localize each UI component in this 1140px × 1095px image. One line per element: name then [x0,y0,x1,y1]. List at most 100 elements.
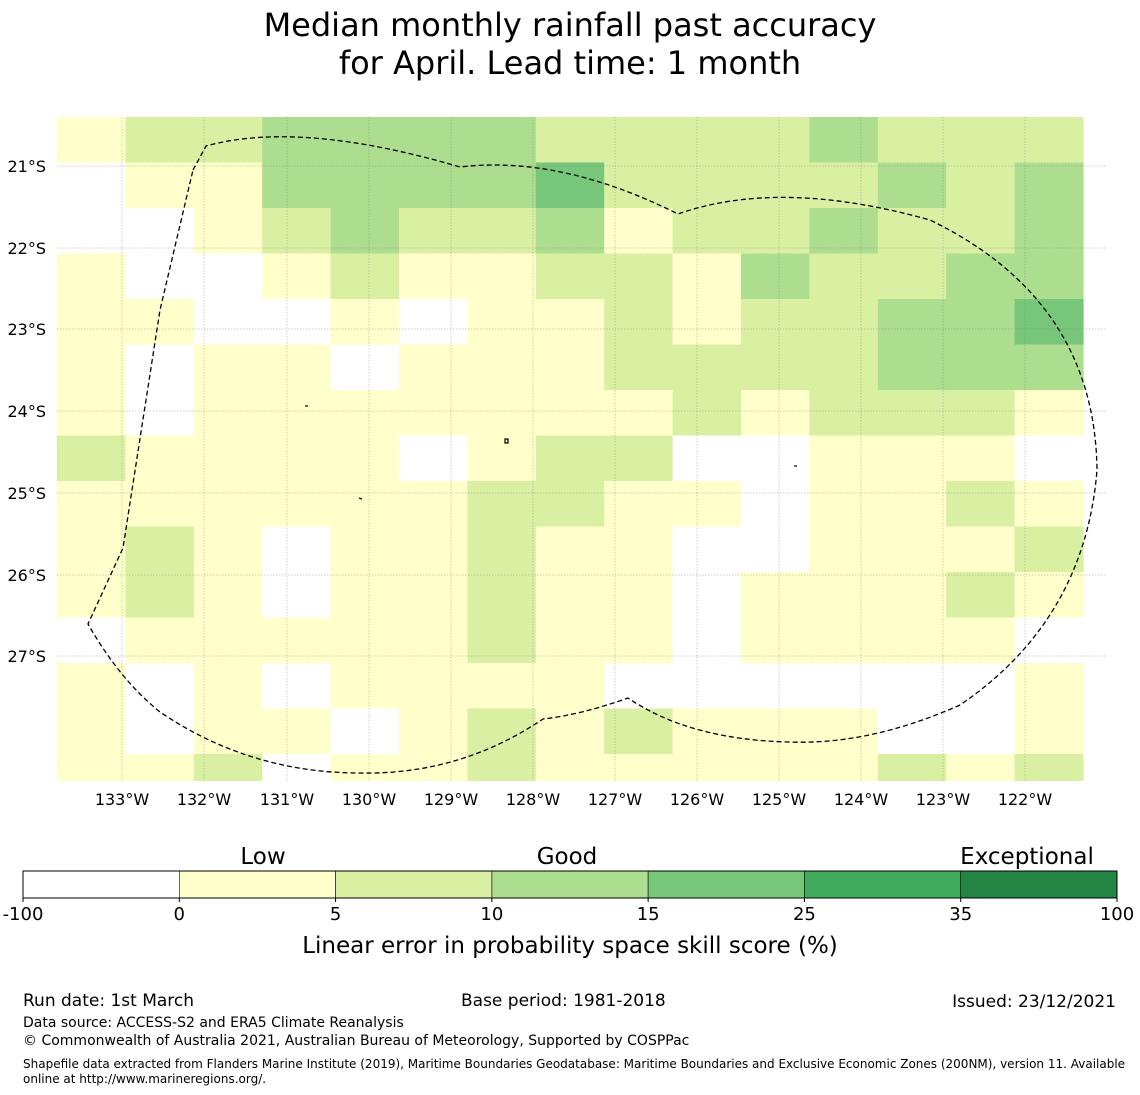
run-date: Run date: 1st March [23,991,195,1011]
grid-cell [193,344,263,391]
grid-cell [193,253,263,300]
colorbar-tick-label: 100 [1100,904,1134,925]
grid-cell [809,162,879,209]
colorbar-segment [804,870,962,899]
colorbar-segment [179,870,336,899]
grid-cell [741,435,810,482]
grid-cell [193,708,263,755]
longitude-label: 126°W [670,790,725,809]
grid-cell [57,708,126,755]
grid-cell [57,117,126,164]
grid-cell [604,208,674,255]
grid-cell [946,390,1016,437]
grid-cell [741,390,810,437]
grid-cell [57,481,126,528]
grid-cell [535,481,605,528]
title-line-2: for April. Lead time: 1 month [338,44,802,82]
grid-cell [535,435,605,482]
grid-cell [399,617,468,664]
grid-cell [193,526,263,573]
grid-cell [330,299,400,346]
grid-cell [262,663,332,710]
grid-cell [877,299,947,346]
grid-cell [946,344,1016,391]
grid-cell [672,117,742,164]
grid-cell [330,253,400,300]
island-marks [305,405,797,500]
grid-cell [946,708,1016,755]
grid-cell [467,754,537,781]
grid-cell [1014,208,1084,255]
grid-cell [535,617,605,664]
grid-cell [330,344,400,391]
longitude-label: 127°W [588,790,643,809]
grid-cell [125,481,195,528]
base-period: Base period: 1981-2018 [461,991,666,1011]
grid-cell [399,754,468,781]
grid-cell [57,299,126,346]
grid-cell [809,117,879,164]
grid-cell [741,253,810,300]
grid-cell [57,572,126,619]
grid-cell [262,526,332,573]
grid-cell [193,208,263,255]
longitude-label: 128°W [506,790,561,809]
grid-cell [330,526,400,573]
grid-cell [262,708,332,755]
grid-cell [125,208,195,255]
grid-cell [125,663,195,710]
grid-cell [877,572,947,619]
grid-cell [399,708,468,755]
colorbar-segment [335,870,493,899]
grid-cell [399,162,468,209]
grid-cell [946,481,1016,528]
grid-cell [262,435,332,482]
colorbar-frame [22,870,1118,899]
grid-cell [1014,344,1084,391]
grid-cell [809,526,879,573]
grid-cell [535,708,605,755]
grid-cell [467,117,537,164]
grid-cell [809,299,879,346]
grid-cell [535,663,605,710]
grid-cell [604,754,674,781]
grid-cell [809,435,879,482]
grid-cell [467,208,537,255]
grid-cell [1014,754,1084,781]
grid-cell [330,572,400,619]
grid-cell [1014,299,1084,346]
grid-cell [946,299,1016,346]
colorbar-tick-label: 5 [330,904,341,925]
latitude-label: 25°S [7,484,46,503]
grid-cell [741,162,810,209]
grid-cell [535,208,605,255]
grid-cell [741,572,810,619]
grid-cell [535,390,605,437]
grid-cell [399,526,468,573]
grid-cell [535,526,605,573]
grid-cell [399,435,468,482]
grid-cell [193,663,263,710]
grid-cell [399,572,468,619]
grid-cell [809,754,879,781]
grid-cell [946,572,1016,619]
grid-cell [877,526,947,573]
grid-cell [741,663,810,710]
grid-cell [330,117,400,164]
grid-cell [672,754,742,781]
latitude-label: 23°S [7,320,46,339]
longitude-label: 129°W [424,790,479,809]
grid-cell [535,754,605,781]
grid-cell [125,435,195,482]
grid-cell [57,162,126,209]
grid-cell [809,617,879,664]
grid-cell [877,253,947,300]
grid-cell [399,299,468,346]
grid-cell [604,117,674,164]
grid-cell [604,299,674,346]
title-line-1: Median monthly rainfall past accuracy [263,6,877,44]
grid-cell [809,390,879,437]
grid-cell [1014,435,1084,482]
grid-cell [125,572,195,619]
grid-cell [741,208,810,255]
